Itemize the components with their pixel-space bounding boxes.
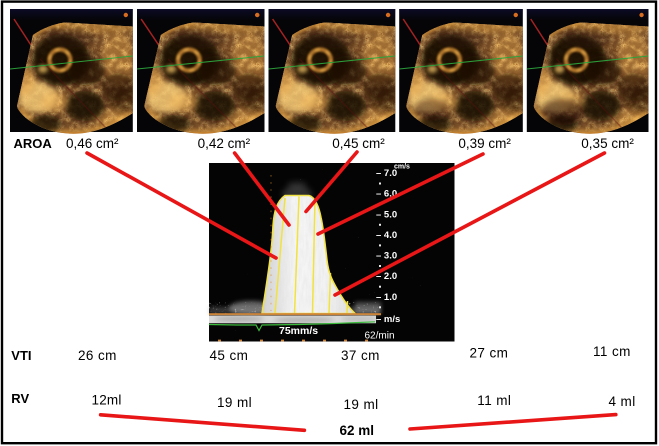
svg-text:11 cm: 11 cm: [593, 344, 631, 359]
svg-text:– 7.0: – 7.0: [376, 168, 397, 179]
svg-text:0,39 cm²: 0,39 cm²: [458, 136, 511, 151]
svg-text:cm/s: cm/s: [394, 164, 410, 171]
svg-text:62/min: 62/min: [365, 331, 395, 342]
svg-text:– 4.0: – 4.0: [376, 230, 397, 241]
svg-text:AROA: AROA: [14, 136, 53, 151]
svg-text:11 ml: 11 ml: [477, 393, 511, 408]
svg-text:26 cm: 26 cm: [78, 348, 117, 363]
svg-text:19 ml: 19 ml: [217, 395, 252, 410]
svg-text:– 2.0: – 2.0: [376, 271, 397, 282]
svg-text:– 3.0: – 3.0: [376, 251, 397, 262]
svg-text:19 ml: 19 ml: [344, 397, 379, 412]
svg-text:– m/s: – m/s: [376, 314, 400, 325]
svg-text:45 cm: 45 cm: [210, 348, 249, 363]
svg-text:0,46 cm²: 0,46 cm²: [66, 136, 119, 151]
svg-text:12ml: 12ml: [92, 393, 122, 408]
svg-text:VTI: VTI: [11, 348, 31, 363]
svg-text:37 cm: 37 cm: [341, 348, 380, 363]
svg-text:– 6.0: – 6.0: [376, 189, 397, 200]
svg-text:RV: RV: [11, 391, 29, 406]
svg-text:– 5.0: – 5.0: [376, 209, 397, 220]
svg-text:0,42 cm²: 0,42 cm²: [198, 136, 251, 151]
svg-text:4 ml: 4 ml: [609, 394, 636, 409]
svg-text:0,45 cm²: 0,45 cm²: [332, 136, 385, 151]
svg-text:0,35 cm²: 0,35 cm²: [581, 136, 634, 151]
svg-text:75mm/s: 75mm/s: [279, 325, 318, 337]
svg-text:– 1.0: – 1.0: [376, 292, 397, 303]
svg-text:62 ml: 62 ml: [340, 423, 375, 438]
svg-text:27 cm: 27 cm: [470, 345, 509, 360]
